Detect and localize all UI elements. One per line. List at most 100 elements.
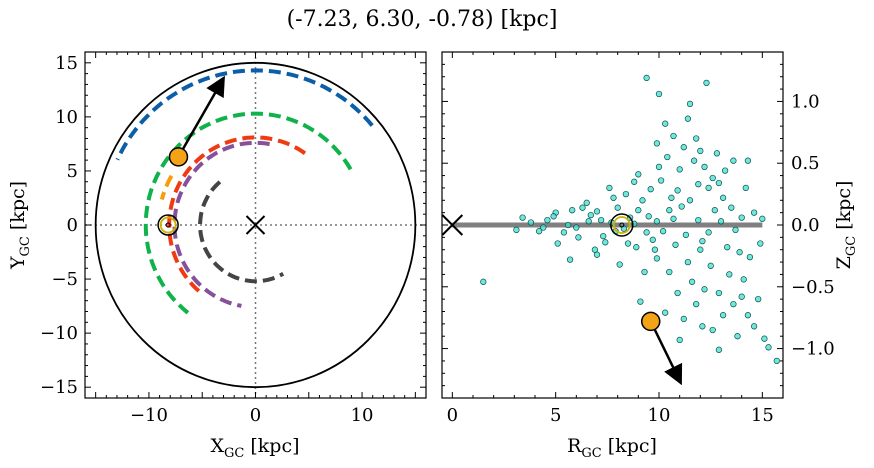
star-point: [686, 197, 694, 204]
star-point: [573, 224, 580, 231]
star-point: [695, 216, 702, 224]
star-point: [755, 295, 762, 303]
star-point: [719, 194, 727, 201]
left-ylabel: YGC [kpc]: [7, 181, 33, 270]
star-point: [513, 226, 520, 234]
star-point: [742, 184, 749, 192]
star-point: [724, 244, 731, 251]
star-point: [653, 255, 661, 262]
y-tick-label: 0: [67, 215, 78, 236]
star-point: [703, 79, 710, 87]
star-point: [736, 249, 743, 256]
star-point: [738, 293, 745, 300]
star-point: [750, 323, 758, 330]
x-tick-label: 15: [751, 405, 774, 426]
star-point: [583, 199, 590, 206]
star-point: [711, 207, 718, 214]
object-marker: [640, 311, 661, 332]
star-point: [643, 74, 650, 82]
star-point: [544, 216, 551, 224]
star-point: [633, 244, 640, 251]
y-tick-label: −10: [40, 323, 78, 344]
star-point: [651, 246, 659, 253]
y-tick-label: −0.5: [791, 277, 835, 298]
star-point: [676, 166, 683, 173]
star-point: [600, 232, 607, 240]
x-tick-label: 0: [250, 405, 261, 426]
star-point: [585, 218, 592, 225]
right-ticks: 0 5 10 15 −1.0 −0.5 0.0 0.5 1.0: [442, 52, 835, 426]
star-point: [579, 204, 586, 211]
star-point: [688, 278, 696, 285]
star-point: [480, 278, 487, 285]
star-point: [535, 228, 543, 235]
star-point: [740, 276, 747, 283]
star-point: [645, 213, 652, 220]
star-point: [597, 216, 605, 224]
star-point: [744, 312, 752, 319]
sun-center-dot: [165, 222, 171, 228]
star-point: [668, 194, 675, 201]
star-point: [750, 209, 758, 216]
star-point: [738, 214, 745, 221]
y-tick-label: −5: [51, 269, 78, 290]
star-point: [587, 211, 594, 219]
left-ticks: −10 0 10 −15 −10 −5 0 5 10 15: [40, 52, 426, 426]
star-point: [715, 346, 723, 353]
orbit-arc-6: [198, 180, 285, 284]
star-point: [641, 268, 648, 276]
star-point: [680, 144, 687, 151]
right-xlabel: RGC [kpc]: [567, 435, 657, 461]
star-point: [684, 115, 692, 122]
star-point: [686, 100, 694, 108]
orbit-arc-4: [167, 135, 307, 296]
star-point: [678, 203, 685, 210]
star-point: [709, 174, 716, 182]
star-point: [653, 140, 661, 147]
star-point: [653, 218, 661, 225]
star-point: [699, 323, 706, 330]
star-point: [717, 218, 725, 225]
sun-outer-ring: [610, 213, 634, 237]
star-point: [631, 178, 638, 185]
star-point: [730, 157, 737, 164]
star-point: [670, 132, 677, 140]
figure-title: (-7.23, 6.30, -0.78) [kpc]: [287, 7, 558, 32]
orbit-arc-5: [172, 140, 270, 308]
star-point: [664, 153, 671, 161]
star-point: [666, 268, 673, 276]
star-point: [674, 187, 681, 194]
star-point: [697, 147, 704, 155]
star-point: [643, 229, 650, 236]
star-point: [713, 150, 721, 157]
star-point: [662, 309, 669, 316]
star-point: [649, 236, 656, 243]
star-point: [682, 231, 690, 239]
star-point: [726, 271, 733, 278]
star-point: [659, 228, 667, 235]
star-point: [746, 253, 754, 261]
sun-inner-ring: [612, 216, 631, 234]
star-point: [730, 300, 737, 308]
star-point: [765, 344, 772, 351]
orbit-arc-3: [159, 174, 174, 200]
star-point: [684, 258, 692, 266]
left-panel: −10 0 10 −15 −10 −5 0 5 10 15 XGC [kpc] YGC [kpc]: [7, 51, 427, 461]
star-point: [635, 207, 642, 214]
star-point: [773, 357, 780, 365]
star-point: [657, 177, 665, 184]
object-marker: [168, 147, 189, 167]
galactic-center-marker: [442, 214, 464, 236]
x-tick-label: 5: [550, 405, 561, 426]
x-tick-label: −10: [130, 405, 168, 426]
star-point: [744, 157, 752, 164]
star-point: [721, 167, 729, 174]
star-point: [602, 239, 609, 246]
star-point: [647, 186, 654, 193]
sun-outer-ring: [157, 214, 179, 236]
star-point: [709, 326, 716, 334]
star-point: [662, 120, 669, 127]
star-point: [719, 312, 727, 319]
star-point: [635, 171, 642, 178]
